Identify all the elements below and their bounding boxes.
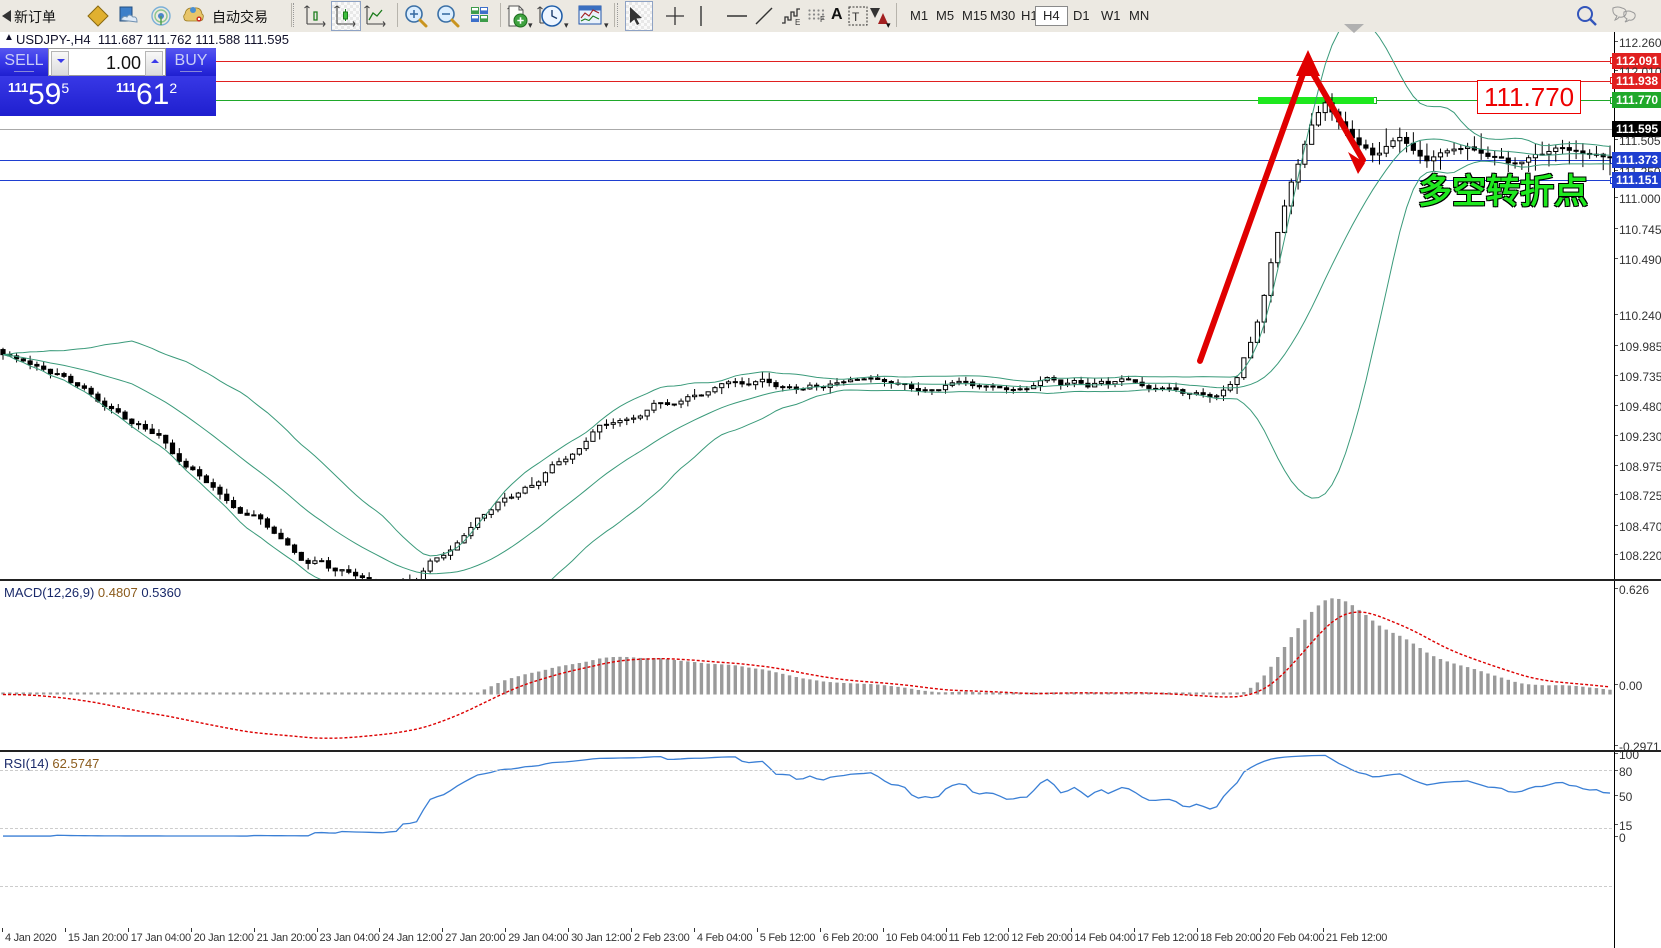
svg-text:T: T [852,10,860,24]
svg-text:F: F [820,15,825,22]
svg-text:E: E [795,18,800,26]
